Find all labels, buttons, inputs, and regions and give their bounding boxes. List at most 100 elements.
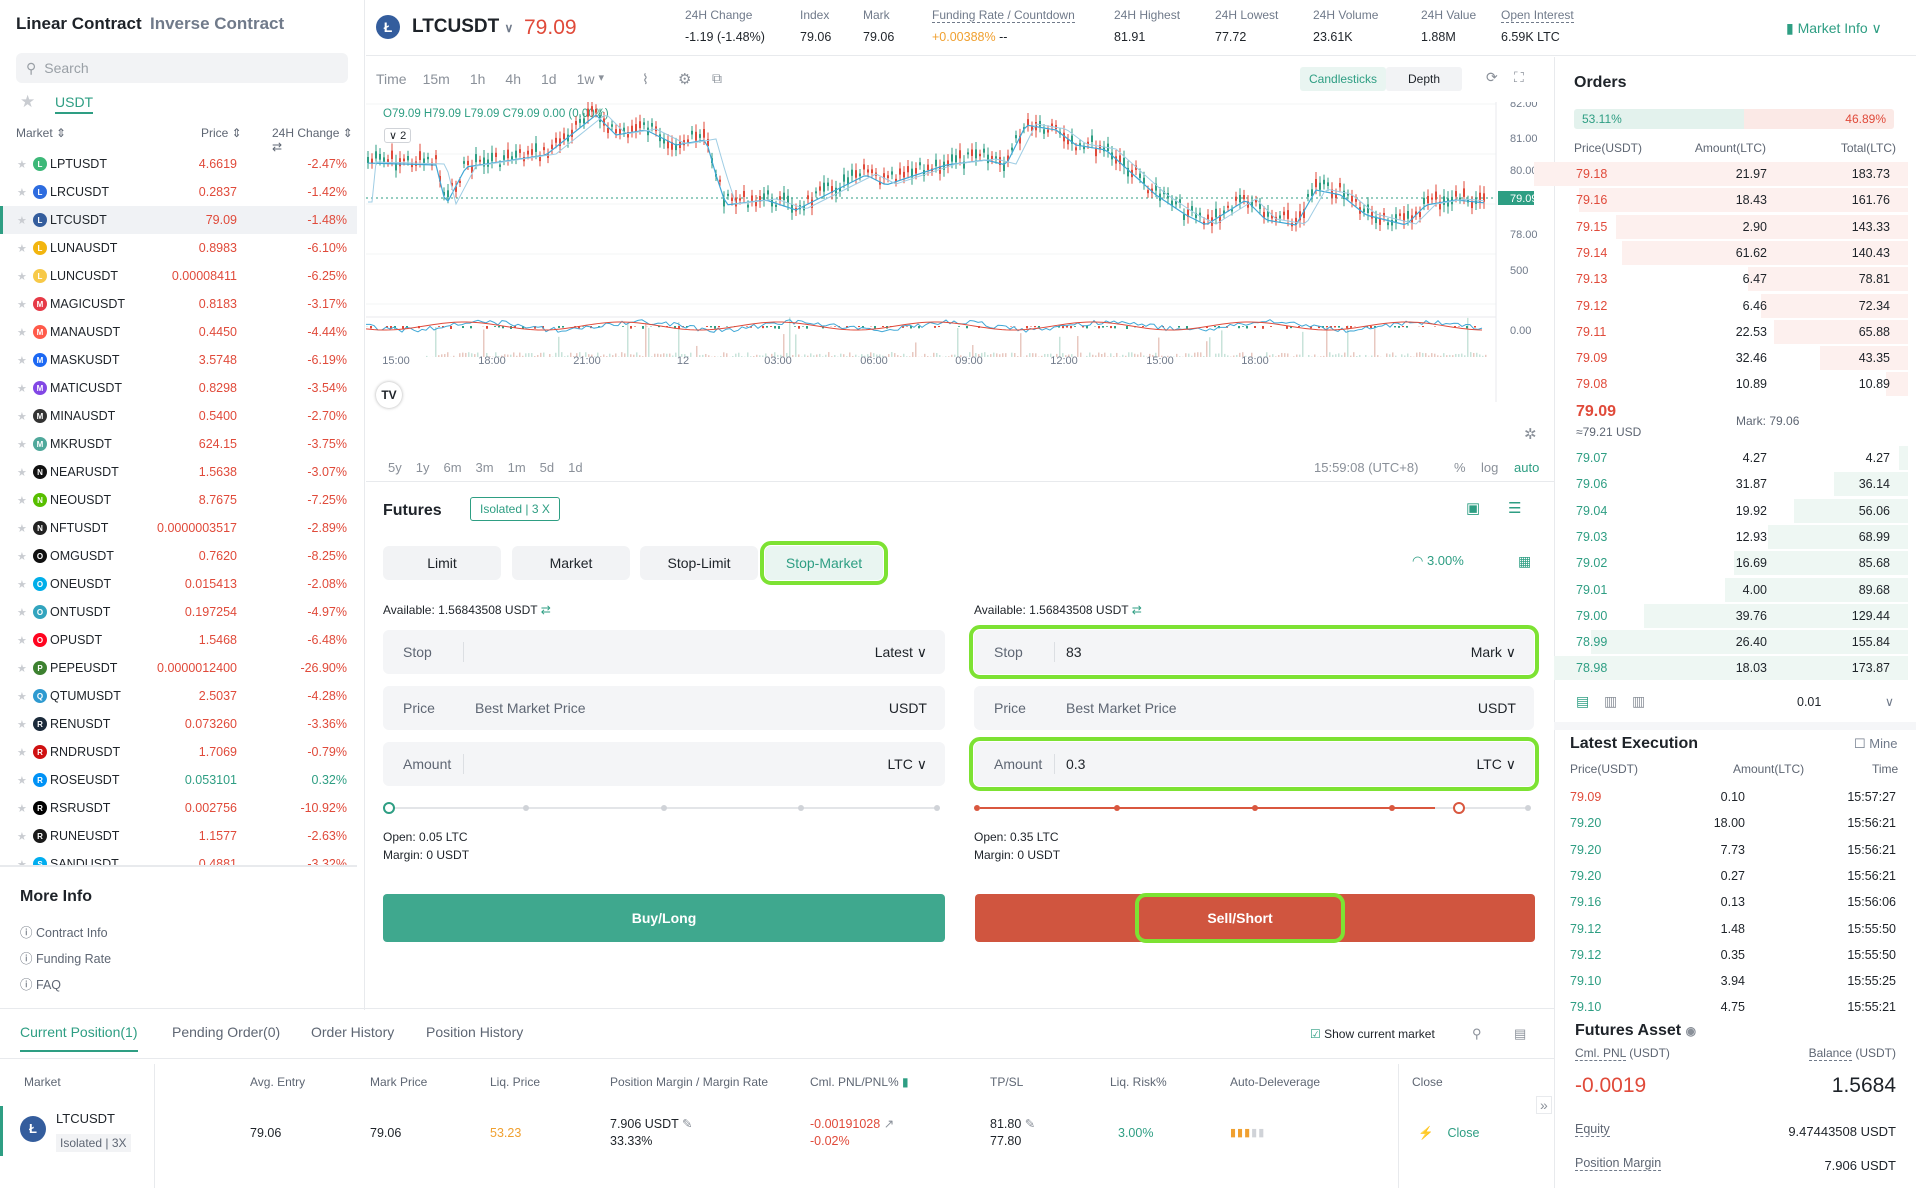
- favorite-star-icon[interactable]: ★: [17, 410, 27, 423]
- favorite-star-icon[interactable]: ★: [17, 466, 27, 479]
- symbol-selector[interactable]: LTCUSDT ∨: [412, 16, 514, 37]
- faq-link[interactable]: ⓘ FAQ: [20, 978, 62, 992]
- show-current-market-checkbox[interactable]: ☑ Show current market: [1310, 1027, 1435, 1041]
- tab-linear-contract[interactable]: Linear Contract: [16, 14, 142, 33]
- stat-open-interest[interactable]: Open Interest 6.59K LTC: [1501, 8, 1574, 44]
- list-scrollbar[interactable]: [0, 865, 357, 867]
- buy-stop-field[interactable]: Stop Latest ∨: [383, 630, 945, 674]
- margin-mode-button[interactable]: Isolated | 3 X: [470, 497, 560, 521]
- ob-view-asks-icon[interactable]: ▥: [1632, 693, 1646, 709]
- price-chart[interactable]: 82.00 81.00 80.00 79.09 78.00 500 0.00 15:00 18:…: [366, 102, 1554, 437]
- market-row[interactable]: ★ R RNDRUSDT 1.7069 -0.79%: [0, 738, 357, 766]
- ask-row[interactable]: 79.18 21.97 183.73: [1533, 161, 1908, 187]
- refresh-icon[interactable]: ⟳: [1486, 69, 1498, 85]
- ob-precision-select[interactable]: 0.01 ∨: [1797, 695, 1894, 709]
- favorite-star-icon[interactable]: ★: [17, 606, 27, 619]
- order-type-limit[interactable]: Limit: [383, 546, 501, 580]
- bid-row[interactable]: 79.01 4.00 89.68: [1554, 577, 1908, 603]
- tab-inverse-contract[interactable]: Inverse Contract: [150, 14, 285, 33]
- bid-row[interactable]: 79.06 31.87 36.14: [1554, 471, 1908, 497]
- market-row[interactable]: ★ L LRCUSDT 0.2837 -1.42%: [0, 178, 357, 206]
- range-5y[interactable]: 5y: [388, 460, 402, 475]
- auto-scale-toggle[interactable]: auto: [1514, 460, 1540, 475]
- market-row[interactable]: ★ L LPTUSDT 4.6619 -2.47%: [0, 150, 357, 178]
- transfer-icon[interactable]: ⇄: [540, 603, 551, 617]
- sell-amount-field[interactable]: Amount 0.3 LTC ∨: [969, 737, 1539, 791]
- market-row[interactable]: ★ L LUNCUSDT 0.00008411 -6.25%: [0, 262, 357, 290]
- market-row[interactable]: ★ R RSRUSDT 0.002756 -10.92%: [0, 794, 357, 822]
- market-row[interactable]: ★ M MASKUSDT 3.5748 -6.19%: [0, 346, 357, 374]
- depth-view-button[interactable]: Depth: [1386, 67, 1463, 91]
- preferences-icon[interactable]: ☰: [1508, 500, 1522, 517]
- order-type-stop-limit[interactable]: Stop-Limit: [640, 546, 758, 580]
- range-3m[interactable]: 3m: [475, 460, 494, 475]
- fullscreen-icon[interactable]: ⛶: [1514, 69, 1524, 85]
- favorite-star-icon[interactable]: ★: [17, 270, 27, 283]
- favorite-star-icon[interactable]: ★: [17, 438, 27, 451]
- market-row[interactable]: ★ N NFTUSDT 0.0000003517 -2.89%: [0, 514, 357, 542]
- market-info-button[interactable]: ▮ Market Info ∨: [1786, 20, 1882, 36]
- market-row[interactable]: ★ M MINAUSDT 0.5400 -2.70%: [0, 402, 357, 430]
- favorite-star-icon[interactable]: ★: [17, 634, 27, 647]
- compare-icon[interactable]: ⧉: [712, 70, 722, 86]
- interval-4h[interactable]: 4h: [505, 71, 521, 87]
- market-row[interactable]: ★ L LTCUSDT 79.09 -1.48%: [0, 206, 357, 234]
- favorite-star-icon[interactable]: ★: [17, 186, 27, 199]
- range-6m[interactable]: 6m: [443, 460, 462, 475]
- stop-trigger-select[interactable]: Latest ∨: [874, 643, 927, 660]
- favorite-star-icon[interactable]: ★: [17, 494, 27, 507]
- tab-order-history[interactable]: Order History: [311, 1024, 395, 1040]
- market-row[interactable]: ★ S SANDUSDT 0.4881 -3.32%: [0, 850, 357, 865]
- market-row[interactable]: ★ Q QTUMUSDT 2.5037 -4.28%: [0, 682, 357, 710]
- market-row[interactable]: ★ P PEPEUSDT 0.0000012400 -26.90%: [0, 654, 357, 682]
- edit-icon[interactable]: ✎: [682, 1117, 693, 1131]
- tab-usdt[interactable]: USDT: [55, 94, 94, 114]
- position-mode[interactable]: Isolated | 3X: [56, 1134, 131, 1152]
- market-row[interactable]: ★ R RENUSDT 0.073260 -3.36%: [0, 710, 357, 738]
- candlesticks-view-button[interactable]: Candlesticks: [1300, 67, 1387, 91]
- interval-15m[interactable]: 15m: [422, 71, 450, 87]
- favorite-star-icon[interactable]: ★: [17, 382, 27, 395]
- market-row[interactable]: ★ R ROSEUSDT 0.053101 0.32%: [0, 766, 357, 794]
- market-row[interactable]: ★ O OPUSDT 1.5468 -6.48%: [0, 626, 357, 654]
- percent-scale-toggle[interactable]: %: [1454, 460, 1466, 475]
- favorite-star-icon[interactable]: ★: [17, 830, 27, 843]
- market-row[interactable]: ★ M MANAUSDT 0.4450 -4.44%: [0, 318, 357, 346]
- search-input[interactable]: ⚲ Search: [16, 53, 348, 83]
- favorites-star-icon[interactable]: ★: [20, 92, 36, 111]
- ask-row[interactable]: 79.14 61.62 140.43: [1554, 240, 1908, 266]
- favorite-star-icon[interactable]: ★: [17, 158, 27, 171]
- order-type-market[interactable]: Market: [512, 546, 630, 580]
- indicator-toggle[interactable]: ∨ 2: [384, 128, 412, 143]
- ask-row[interactable]: 79.12 6.46 72.34: [1554, 293, 1908, 319]
- filter-icon[interactable]: ⚲: [1472, 1026, 1482, 1041]
- order-type-stop-market[interactable]: Stop-Market: [760, 541, 888, 585]
- bid-row[interactable]: 78.98 18.03 173.87: [1554, 655, 1908, 681]
- position-margin[interactable]: 7.906 USDT ✎: [610, 1117, 693, 1131]
- market-header[interactable]: Market ⇕: [16, 126, 67, 140]
- chevron-down-icon[interactable]: ▾: [598, 72, 604, 84]
- favorite-star-icon[interactable]: ★: [17, 774, 27, 787]
- ask-row[interactable]: 79.11 22.53 65.88: [1554, 319, 1908, 345]
- amount-unit-select[interactable]: LTC ∨: [887, 755, 927, 772]
- transfer-icon[interactable]: ⇄: [1131, 603, 1142, 617]
- favorite-star-icon[interactable]: ★: [17, 746, 27, 759]
- market-row[interactable]: ★ N NEOUSDT 8.7675 -7.25%: [0, 486, 357, 514]
- range-1d[interactable]: 1d: [568, 460, 583, 475]
- expand-icon[interactable]: »: [1536, 1096, 1552, 1114]
- stop-trigger-select[interactable]: Mark ∨: [1470, 643, 1516, 660]
- range-5d[interactable]: 5d: [539, 460, 555, 475]
- sell-short-button[interactable]: Sell/Short: [1135, 893, 1345, 943]
- favorite-star-icon[interactable]: ★: [17, 522, 27, 535]
- contract-info-link[interactable]: ⓘ Contract Info: [20, 926, 108, 940]
- favorite-star-icon[interactable]: ★: [17, 242, 27, 255]
- favorite-star-icon[interactable]: ★: [17, 326, 27, 339]
- favorite-star-icon[interactable]: ★: [17, 718, 27, 731]
- ob-view-both-icon[interactable]: ▤: [1576, 693, 1590, 709]
- indicator-icon[interactable]: ⌇: [642, 71, 649, 87]
- mine-checkbox[interactable]: ☐ Mine: [1854, 736, 1898, 751]
- bid-row[interactable]: 79.03 12.93 68.99: [1554, 524, 1908, 550]
- chart-settings-icon[interactable]: ✲: [1524, 426, 1537, 443]
- buy-amount-slider[interactable]: [383, 800, 945, 816]
- tab-pending-order[interactable]: Pending Order(0): [172, 1024, 281, 1040]
